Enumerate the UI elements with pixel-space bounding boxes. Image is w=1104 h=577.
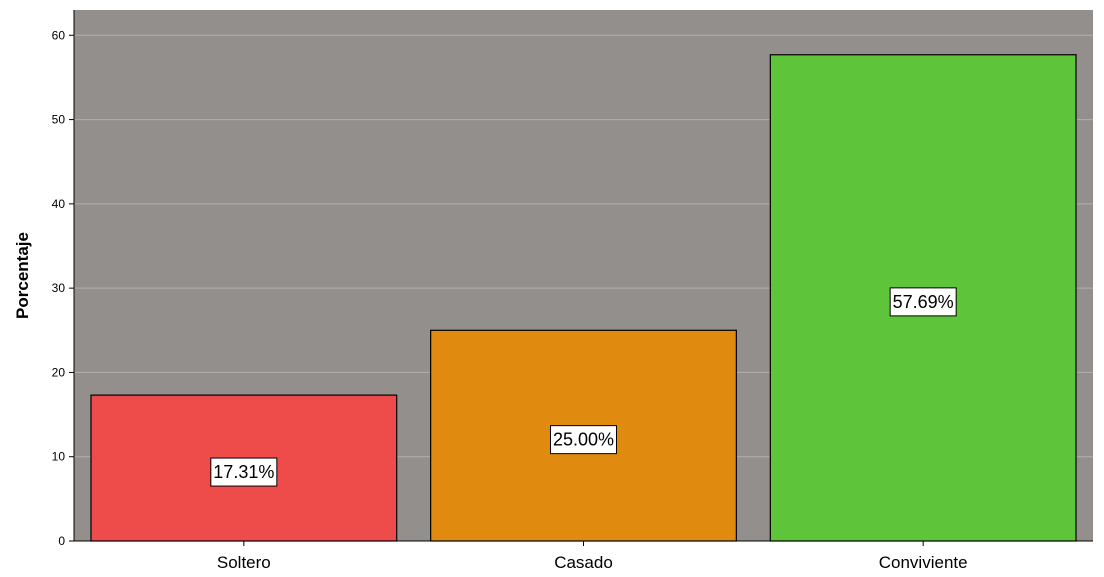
data-label-box [550,425,617,455]
data-label: 17.31% [213,462,274,482]
data-label-box [889,287,957,317]
y-axis-label: Porcentaje [13,232,32,319]
y-tick-label: 10 [52,450,66,464]
y-tick-label: 60 [52,28,66,42]
data-label: 25.00% [553,430,614,450]
x-tick-label: Conviviente [879,553,968,572]
y-tick-label: 50 [52,113,66,127]
bar [90,394,398,542]
y-tick-label: 30 [52,281,66,295]
x-tick-label: Soltero [217,553,271,572]
data-label: 57.69% [893,292,954,312]
y-tick-label: 20 [52,365,66,379]
x-tick-label: Casado [554,553,613,572]
y-tick-label: 0 [58,534,65,548]
data-label-box [210,457,278,487]
data-labels: 17.31% 25.00% 57.69% [210,287,957,487]
axes: 0 10 20 30 40 50 60 Soltero Casado Conviviente [52,10,1093,572]
y-tick-label: 40 [52,197,66,211]
